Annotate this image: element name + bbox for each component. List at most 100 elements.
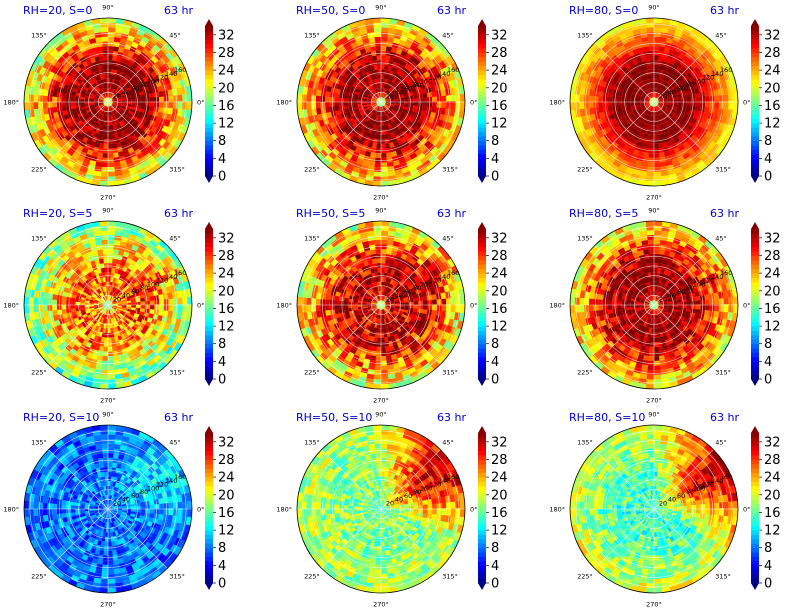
heatmap-cell: [651, 106, 654, 112]
heatmap-cell: [47, 293, 54, 301]
heatmap-cell: [363, 78, 368, 85]
heatmap-cell: [144, 308, 150, 314]
heatmap-cell: [99, 27, 108, 33]
heatmap-cell: [102, 291, 106, 297]
heatmap-cell: [428, 80, 435, 88]
colorbar-segment: [205, 131, 213, 137]
heatmap-cell: [97, 133, 102, 139]
heatmap-cell: [630, 43, 638, 51]
heatmap-cell: [161, 315, 168, 323]
heatmap-cell: [384, 60, 390, 66]
heatmap-cell: [84, 246, 92, 254]
heatmap-cell: [127, 78, 134, 85]
heatmap-cell: [701, 116, 708, 124]
colorbar-tick-label: 4: [218, 355, 226, 370]
heatmap-cell: [123, 277, 129, 284]
heatmap-cell: [646, 176, 655, 182]
heatmap-cell: [144, 27, 155, 36]
heatmap-cell: [161, 83, 168, 92]
heatmap-cell: [657, 104, 662, 109]
heatmap-cell: [362, 104, 368, 108]
heatmap-cell: [708, 140, 717, 150]
heatmap-cell: [108, 305, 110, 310]
heatmap-cell: [642, 86, 647, 92]
radial-tick-label: 60: [131, 288, 139, 296]
heatmap-cell: [103, 60, 108, 65]
heatmap-cell: [657, 104, 662, 108]
heatmap-cell: [68, 375, 79, 383]
heatmap-cell: [52, 102, 57, 108]
heatmap-cell: [101, 105, 106, 110]
heatmap-cell: [378, 74, 381, 79]
colorbar-segment: [205, 92, 213, 97]
heatmap-cell: [168, 304, 174, 312]
heatmap-cell: [591, 54, 600, 64]
heatmap-cell: [335, 110, 341, 116]
heatmap-cell: [362, 160, 370, 167]
heatmap-cell: [109, 296, 112, 301]
heatmap-cell: [389, 76, 395, 82]
heatmap-cell: [115, 94, 121, 98]
heatmap-cell: [103, 110, 107, 116]
heatmap-cell: [114, 295, 119, 300]
colorbar-segment: [751, 140, 759, 146]
heatmap-cell: [401, 66, 408, 74]
heatmap-cell: [131, 175, 141, 183]
heatmap-cell: [664, 126, 670, 133]
heatmap-cell: [66, 160, 76, 169]
heatmap-cell: [115, 296, 120, 300]
heatmap-cell: [647, 89, 651, 94]
heatmap-cell: [400, 112, 406, 118]
heatmap-cell: [38, 137, 47, 147]
heatmap-cell: [392, 37, 400, 44]
heatmap-cell: [145, 300, 150, 305]
heatmap-cell: [653, 74, 657, 79]
heatmap-cell: [714, 48, 724, 58]
heatmap-cell: [42, 338, 51, 348]
heatmap-cell: [682, 152, 691, 160]
heatmap-cell: [125, 287, 132, 292]
heatmap-cell: [106, 83, 108, 89]
heatmap-cell: [115, 56, 122, 62]
heatmap-cell: [318, 140, 328, 150]
heatmap-cell: [385, 97, 390, 101]
heatmap-cell: [593, 71, 601, 80]
heatmap-cell: [159, 304, 164, 311]
heatmap-cell: [375, 105, 379, 111]
heatmap-cell: [658, 114, 662, 120]
heatmap-cell: [445, 72, 453, 82]
heatmap-cell: [162, 106, 169, 114]
heatmap-cell: [170, 339, 179, 350]
heatmap-cell: [84, 127, 91, 134]
heatmap-cell: [351, 30, 361, 38]
heatmap-cell: [438, 51, 447, 61]
heatmap-cell: [41, 254, 51, 265]
heatmap-cell: [644, 18, 654, 24]
heatmap-cell: [54, 283, 61, 291]
colorbar-segment: [751, 136, 759, 142]
heatmap-cell: [63, 84, 70, 91]
heatmap-cell: [144, 296, 150, 302]
heatmap-cell: [96, 296, 101, 300]
heatmap-cell: [666, 107, 672, 111]
heatmap-cell: [371, 18, 381, 24]
heatmap-cell: [112, 249, 119, 255]
heatmap-cell: [82, 291, 88, 297]
heatmap-cell: [81, 311, 87, 316]
heatmap-cell: [111, 292, 115, 297]
heatmap-cell: [84, 76, 91, 83]
heatmap-cell: [151, 31, 162, 41]
heatmap-cell: [89, 301, 95, 304]
heatmap-cell: [663, 47, 671, 53]
heatmap-cell: [692, 155, 702, 165]
heatmap-cell: [110, 64, 116, 70]
heatmap-cell: [638, 90, 644, 95]
heatmap-cell: [99, 74, 104, 80]
heatmap-cell: [327, 163, 338, 173]
heatmap-cell: [703, 145, 713, 155]
heatmap-cell: [108, 300, 110, 305]
heatmap-cell: [400, 30, 410, 38]
heatmap-cell: [75, 328, 82, 335]
heatmap-cell: [86, 82, 92, 88]
